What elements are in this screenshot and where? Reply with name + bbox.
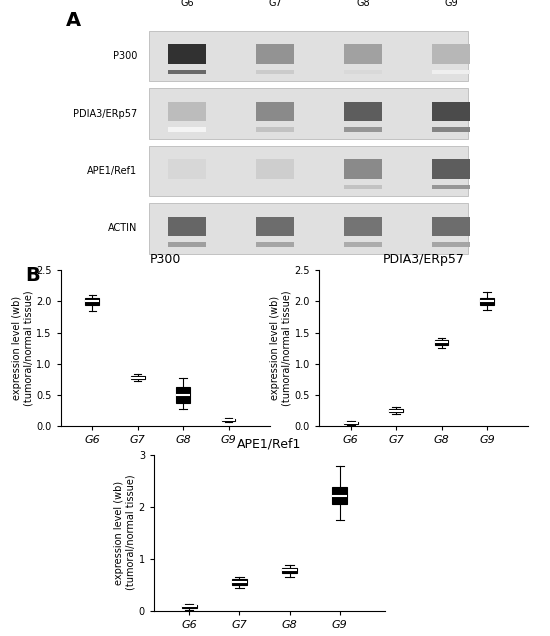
Bar: [480, 298, 494, 305]
Bar: [344, 102, 382, 121]
Text: G9: G9: [444, 0, 458, 8]
Bar: [256, 217, 294, 236]
Bar: [85, 298, 99, 305]
Bar: [182, 605, 197, 608]
Bar: [168, 242, 206, 247]
Bar: [222, 419, 235, 421]
Bar: [168, 102, 206, 121]
Text: G6: G6: [180, 0, 194, 8]
Bar: [432, 102, 470, 121]
Bar: [177, 387, 190, 403]
Bar: [344, 422, 358, 424]
Y-axis label: expression level (wb)
(tumoral/normal tissue): expression level (wb) (tumoral/normal ti…: [12, 291, 33, 406]
Text: PDIA3/ERp57: PDIA3/ERp57: [73, 109, 138, 118]
Bar: [435, 340, 448, 345]
Bar: [148, 31, 468, 81]
Bar: [432, 160, 470, 179]
Bar: [282, 568, 297, 572]
Title: P300: P300: [149, 253, 181, 266]
Bar: [148, 88, 468, 139]
Bar: [432, 242, 470, 247]
Text: G8: G8: [356, 0, 370, 8]
Y-axis label: expression level (wb)
(tumoral/normal tissue): expression level (wb) (tumoral/normal ti…: [270, 291, 292, 406]
Bar: [332, 487, 348, 504]
Bar: [168, 70, 206, 74]
Bar: [344, 217, 382, 236]
Bar: [344, 45, 382, 64]
Bar: [344, 127, 382, 132]
Bar: [344, 70, 382, 74]
Bar: [256, 45, 294, 64]
Text: ACTIN: ACTIN: [108, 223, 138, 233]
Text: G7: G7: [268, 0, 282, 8]
Bar: [432, 45, 470, 64]
Bar: [432, 185, 470, 189]
Title: APE1/Ref1: APE1/Ref1: [237, 438, 302, 451]
Text: P300: P300: [113, 51, 138, 61]
Bar: [148, 146, 468, 197]
Bar: [256, 102, 294, 121]
Bar: [344, 160, 382, 179]
Bar: [256, 160, 294, 179]
Bar: [168, 160, 206, 179]
Bar: [168, 127, 206, 132]
Bar: [256, 70, 294, 74]
Bar: [256, 242, 294, 247]
Text: APE1/Ref1: APE1/Ref1: [87, 166, 138, 176]
Text: B: B: [26, 266, 40, 285]
Y-axis label: expression level (wb)
(tumoral/normal tissue): expression level (wb) (tumoral/normal ti…: [114, 475, 136, 590]
Bar: [131, 377, 145, 379]
Bar: [232, 579, 247, 584]
Bar: [148, 203, 468, 254]
Bar: [168, 45, 206, 64]
Bar: [389, 409, 403, 412]
Bar: [168, 217, 206, 236]
Bar: [344, 185, 382, 189]
Title: PDIA3/ERp57: PDIA3/ERp57: [383, 253, 464, 266]
Bar: [432, 70, 470, 74]
Text: A: A: [66, 11, 81, 30]
Bar: [432, 217, 470, 236]
Bar: [256, 127, 294, 132]
Bar: [344, 242, 382, 247]
Bar: [432, 127, 470, 132]
